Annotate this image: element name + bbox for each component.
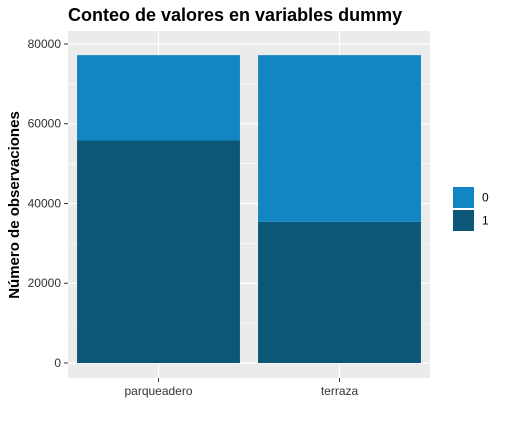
y-tick-label: 60000: [28, 117, 62, 131]
y-tick-label: 20000: [28, 276, 62, 290]
x-tick-label: terraza: [321, 384, 359, 398]
legend: 01: [453, 187, 489, 231]
x-tick-label: parqueadero: [124, 384, 192, 398]
y-tick-label: 40000: [28, 196, 62, 210]
chart-title: Conteo de valores en variables dummy: [68, 5, 402, 25]
legend-label-1: 1: [482, 214, 489, 228]
legend-key-0: [453, 187, 474, 208]
y-axis-title: Número de observaciones: [6, 111, 23, 299]
legend-key-1: [453, 210, 474, 231]
y-axis: 0 20000 40000 60000 80000: [28, 37, 68, 370]
bar-parqueadero-1: [77, 140, 240, 363]
y-tick-label: 0: [54, 356, 61, 370]
bar-terraza-1: [258, 221, 421, 363]
bar-parqueadero-0: [77, 55, 240, 141]
bars: [77, 55, 421, 363]
bar-terraza-0: [258, 55, 421, 222]
legend-label-0: 0: [482, 191, 489, 205]
x-axis: parqueadero terraza: [124, 378, 358, 398]
y-tick-label: 80000: [28, 37, 62, 51]
